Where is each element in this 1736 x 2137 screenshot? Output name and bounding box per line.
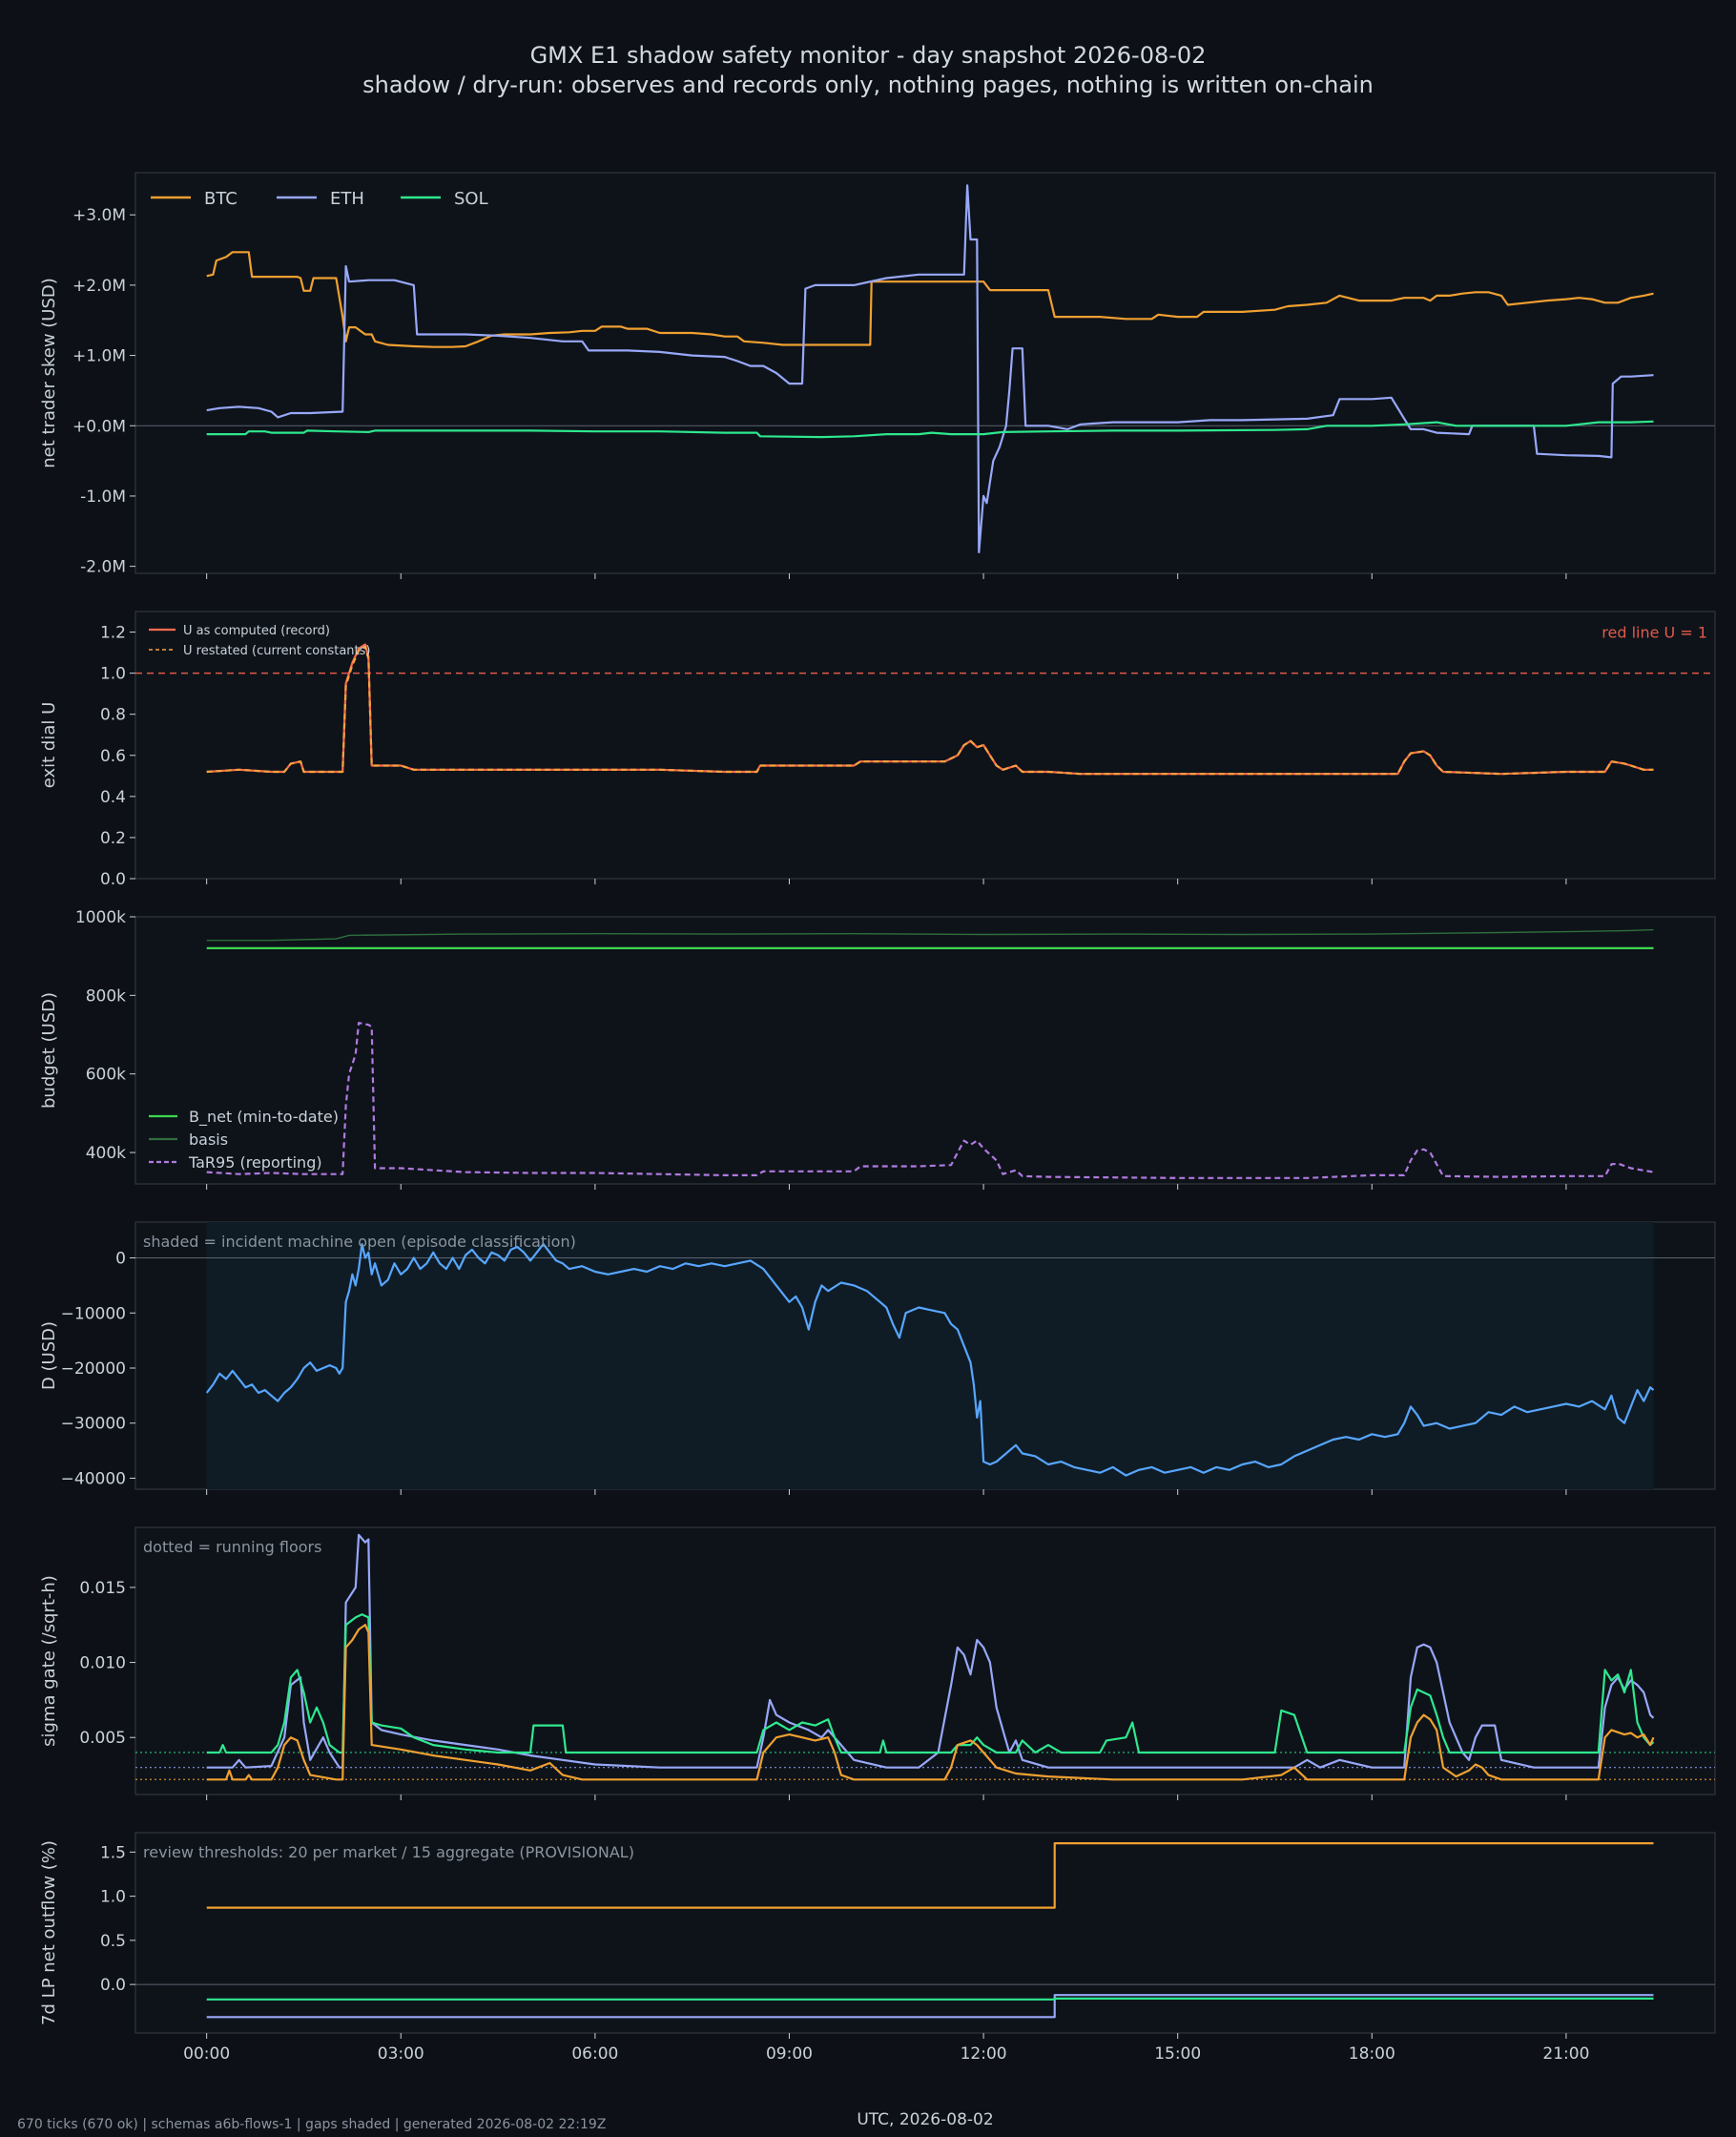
series-line-sol — [206, 1997, 1654, 2001]
legend-label: basis — [189, 1131, 228, 1149]
y-tick-label: +0.0M — [72, 417, 126, 436]
y-tick-label: 0.6 — [100, 747, 126, 766]
x-tick-label: 03:00 — [378, 2044, 424, 2064]
plot-area — [135, 184, 1715, 553]
y-axis-label: D (USD) — [39, 1321, 59, 1390]
panel-frame — [134, 1832, 1716, 2034]
y-tick-label: 1.0 — [100, 1888, 126, 1907]
red-line-label: red line U = 1 — [1602, 624, 1707, 642]
legend-label: SOL — [454, 189, 488, 209]
y-tick-label: 600k — [86, 1066, 126, 1085]
legend-label: B_net (min-to-date) — [189, 1108, 339, 1127]
y-tick-label: 0.005 — [79, 1729, 126, 1748]
y-tick-label: −10000 — [61, 1304, 126, 1323]
x-tick-label: 21:00 — [1542, 2044, 1589, 2064]
series-line-eth — [206, 184, 1654, 553]
x-tick-label: 06:00 — [571, 2044, 618, 2064]
x-tick-label: 15:00 — [1154, 2044, 1201, 2064]
page-subtitle: shadow / dry-run: observes and records o… — [362, 72, 1374, 98]
y-tick-label: 0.5 — [100, 1932, 126, 1951]
y-tick-label: 1.5 — [100, 1843, 126, 1862]
y-tick-label: 0.0 — [100, 870, 126, 889]
panel-frame — [134, 172, 1716, 574]
x-axis-label: UTC, 2026-08-02 — [857, 2110, 993, 2129]
y-tick-label: 0 — [115, 1250, 126, 1269]
y-tick-label: -2.0M — [80, 558, 126, 577]
series-line-btc — [206, 1842, 1654, 1909]
legend-label: TaR95 (reporting) — [188, 1153, 322, 1172]
panel-sigma: 0.015 0.010 0.005 sigma gate (/sqrt-h) dotte… — [39, 1526, 1716, 1800]
series-line-btc — [206, 1624, 1655, 1781]
x-tick-label: 09:00 — [766, 2044, 813, 2064]
panel-exit_dial: 0.0 0.2 0.4 0.6 0.8 1.0 1.2 exit dial U red line… — [39, 611, 1716, 889]
panel-frame — [134, 916, 1716, 1185]
panel-lp_outflow: 1.5 1.0 0.5 0.0 7d LP net outflow (%) review … — [39, 1832, 1716, 2064]
y-tick-label: 1.0 — [100, 665, 126, 684]
footer-status: 670 ticks (670 ok) | schemas a6b-flows-1… — [17, 2117, 606, 2132]
plot-area — [206, 928, 1654, 1179]
panel-annotation: shaded = incident machine open (episode … — [143, 1233, 576, 1251]
series-line-u-restated-current-constants — [206, 645, 1654, 776]
y-tick-label: 800k — [86, 986, 126, 1006]
x-tick-label: 12:00 — [961, 2044, 1007, 2064]
panel-frame — [134, 611, 1716, 880]
series-line-eth — [206, 1533, 1655, 1769]
y-axis-label: net trader skew (USD) — [39, 278, 59, 468]
y-tick-label: −20000 — [61, 1359, 126, 1379]
y-axis-label: sigma gate (/sqrt-h) — [39, 1575, 59, 1747]
y-tick-label: 0.8 — [100, 706, 126, 725]
y-tick-label: 400k — [86, 1144, 126, 1163]
y-tick-label: +3.0M — [72, 206, 126, 225]
series-line-basis — [206, 928, 1654, 942]
x-tick-label: 18:00 — [1349, 2044, 1395, 2064]
legend-label: U as computed (record) — [183, 624, 330, 638]
series-line-sol — [206, 420, 1654, 439]
y-tick-label: 0.0 — [100, 1976, 126, 1995]
panels: +3.0M +2.0M +1.0M +0.0M -1.0M -2.0M net trader… — [39, 172, 1716, 2064]
x-tick-label: 00:00 — [183, 2044, 230, 2064]
y-tick-label: 1000k — [75, 908, 126, 927]
y-tick-label: -1.0M — [80, 488, 126, 507]
panel-annotation: review thresholds: 20 per market / 15 ag… — [143, 1843, 634, 1861]
y-axis-label: exit dial U — [39, 702, 59, 789]
y-tick-label: 0.010 — [79, 1654, 126, 1673]
y-tick-label: −30000 — [61, 1415, 126, 1434]
y-tick-label: 0.2 — [100, 829, 126, 848]
plot-area — [135, 1533, 1715, 1781]
panel-frame — [134, 1526, 1716, 1795]
y-tick-label: 0.015 — [79, 1579, 126, 1598]
panel-skew: +3.0M +2.0M +1.0M +0.0M -1.0M -2.0M net trader… — [39, 172, 1716, 579]
y-tick-label: +1.0M — [72, 347, 126, 366]
legend-label: ETH — [330, 189, 364, 209]
panel-D: 0 −10000 −20000 −30000 −40000 D (USD) shaded =… — [39, 1221, 1716, 1495]
series-line-sol — [206, 1613, 1655, 1754]
plot-area — [135, 1243, 1715, 1477]
series-line-d — [205, 1243, 1655, 1477]
legend-label: U restated (current constants) — [183, 644, 370, 658]
y-axis-label: 7d LP net outflow (%) — [39, 1840, 59, 2025]
y-tick-label: 1.2 — [100, 624, 126, 643]
series-line-eth — [206, 1994, 1654, 2019]
y-axis-label: budget (USD) — [39, 992, 59, 1109]
page-title: GMX E1 shadow safety monitor - day snaps… — [530, 42, 1207, 69]
y-tick-label: −40000 — [61, 1469, 126, 1488]
panel-annotation: dotted = running floors — [143, 1538, 321, 1556]
incident-shade — [206, 1222, 1654, 1489]
legend-label: BTC — [204, 189, 238, 209]
series-line-tar95-reporting — [206, 1022, 1654, 1179]
plot-area — [135, 1842, 1715, 2019]
plot-area — [135, 643, 1715, 776]
y-tick-label: 0.4 — [100, 788, 126, 807]
y-tick-label: +2.0M — [72, 277, 126, 296]
panel-budget: 1000k 800k 600k 400k budget (USD) B_net (min-… — [39, 908, 1716, 1190]
